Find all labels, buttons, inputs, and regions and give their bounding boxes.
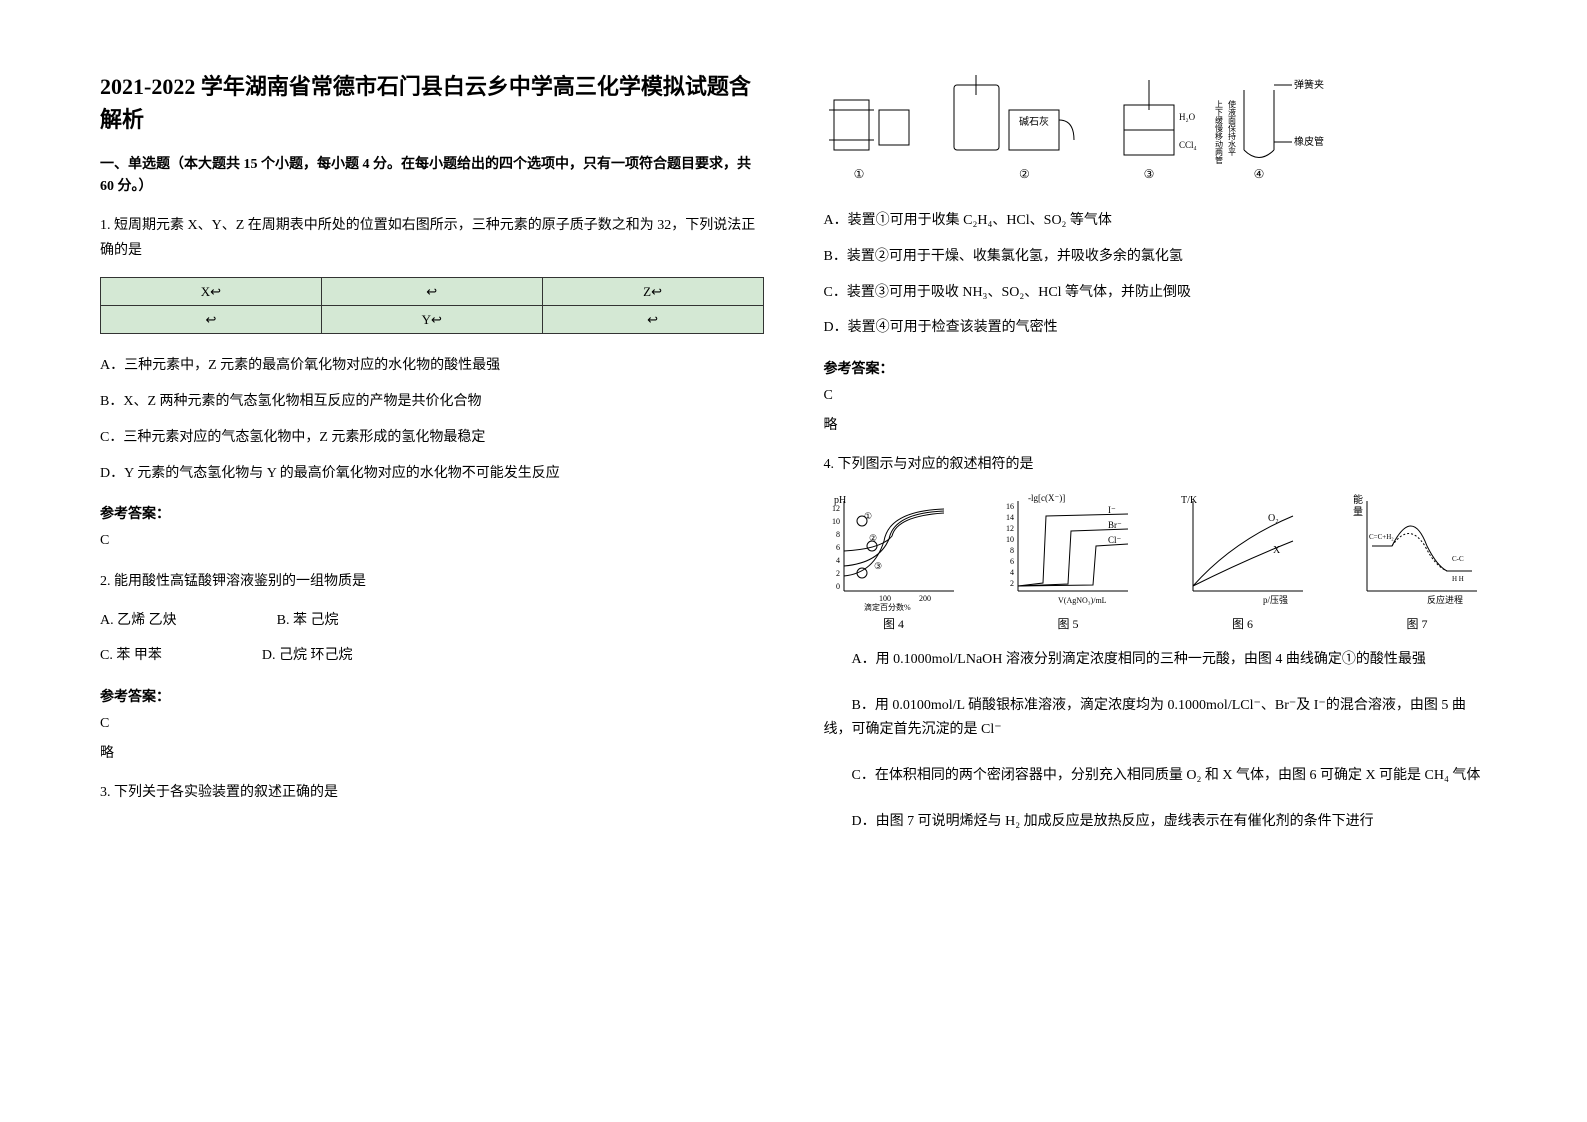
chart-6: T/K O₂ X p/压强 图 6 (1173, 491, 1313, 632)
svg-text:100: 100 (879, 594, 891, 603)
q3-option-a: A．装置①可用于收集 C₂H₄、HCl、SO₂ 等气体 (824, 209, 1488, 233)
svg-text:T/K: T/K (1181, 495, 1198, 506)
chart-7-label: 图 7 (1406, 615, 1427, 632)
table-cell: Y↩ (321, 306, 542, 334)
svg-text:能: 能 (1353, 493, 1363, 506)
svg-text:p/压强: p/压强 (1263, 595, 1288, 605)
svg-text:I⁻: I⁻ (1108, 505, 1116, 515)
chart-6-label: 图 6 (1232, 615, 1253, 632)
q3-apparatus-diagram: ① 碱石灰 ② H₂O CCl₄ ③ (824, 70, 1488, 195)
svg-text:8: 8 (1010, 546, 1014, 555)
svg-text:橡皮管: 橡皮管 (1294, 135, 1324, 148)
svg-text:量: 量 (1353, 506, 1363, 518)
q3-note: 略 (824, 414, 1488, 434)
svg-text:12: 12 (1006, 524, 1014, 533)
svg-text:反应进程: 反应进程 (1427, 594, 1463, 605)
table-cell: ↩ (101, 306, 322, 334)
svg-text:200: 200 (919, 594, 931, 603)
q1-option-a: A．三种元素中，Z 元素的最高价氧化物对应的水化物的酸性最强 (100, 354, 764, 378)
q4-option-b: B．用 0.0100mol/L 硝酸银标准溶液，滴定浓度均为 0.1000mol… (824, 694, 1488, 742)
svg-text:16: 16 (1006, 502, 1014, 511)
svg-text:4: 4 (1010, 568, 1014, 577)
svg-text:滴定百分数%: 滴定百分数% (864, 602, 911, 611)
chart-5-label: 图 5 (1057, 615, 1078, 632)
table-cell: X↩ (101, 278, 322, 306)
q3-option-d: D．装置④可用于检查该装置的气密性 (824, 316, 1488, 340)
q2-stem: 2. 能用酸性高锰酸钾溶液鉴别的一组物质是 (100, 569, 764, 594)
q1-answer-label: 参考答案： (100, 503, 764, 523)
q1-answer: C (100, 533, 764, 549)
q2-answer: C (100, 716, 764, 732)
svg-text:③: ③ (1143, 167, 1154, 181)
chart-4: pH 12 10 8 6 4 2 0 ① ② ③ 100 200 滴定百分数% (824, 491, 964, 632)
q1-option-d: D．Y 元素的气态氢化物与 Y 的最高价氧化物对应的水化物不可能发生反应 (100, 462, 764, 486)
q3-answer: C (824, 388, 1488, 404)
q3-option-c: C．装置③可用于吸收 NH₃、SO₂、HCl 等气体，并防止倒吸 (824, 281, 1488, 305)
svg-text:10: 10 (1006, 535, 1014, 544)
svg-text:C=C+H₂: C=C+H₂ (1369, 533, 1394, 541)
q2-answer-label: 参考答案： (100, 686, 764, 706)
svg-text:14: 14 (1006, 513, 1014, 522)
svg-text:④: ④ (1253, 167, 1264, 181)
svg-text:V(AgNO₃)/mL: V(AgNO₃)/mL (1058, 596, 1107, 605)
q2-option-row-1: A. 乙烯 乙炔 B. 苯 己烷 (100, 609, 764, 633)
q4-option-a: A．用 0.1000mol/LNaOH 溶液分别滴定浓度相同的三种一元酸，由图 … (824, 648, 1488, 672)
q1-option-b: B．X、Z 两种元素的气态氢化物相互反应的产物是共价化合物 (100, 390, 764, 414)
svg-text:O₂: O₂ (1268, 513, 1279, 524)
svg-text:①: ① (864, 511, 872, 521)
svg-text:-lg[c(X⁻)]: -lg[c(X⁻)] (1028, 493, 1065, 503)
svg-text:H H: H H (1452, 575, 1464, 583)
table-cell: Z↩ (542, 278, 763, 306)
svg-text:6: 6 (1010, 557, 1014, 566)
svg-text:X: X (1273, 545, 1281, 556)
left-column: 2021-2022 学年湖南省常德市石门县白云乡中学高三化学模拟试题含解析 一、… (100, 70, 764, 1082)
q2-option-c: C. 苯 甲苯 (100, 644, 162, 668)
svg-text:碱石灰: 碱石灰 (1019, 115, 1049, 128)
q3-answer-label: 参考答案： (824, 358, 1488, 378)
q4-charts: pH 12 10 8 6 4 2 0 ① ② ③ 100 200 滴定百分数% (824, 491, 1488, 632)
q2-option-row-2: C. 苯 甲苯 D. 己烷 环己烷 (100, 644, 764, 668)
svg-text:Cl⁻: Cl⁻ (1108, 535, 1122, 545)
svg-text:弹簧夹: 弹簧夹 (1294, 78, 1324, 91)
q2-option-b: B. 苯 己烷 (277, 609, 339, 633)
document-title: 2021-2022 学年湖南省常德市石门县白云乡中学高三化学模拟试题含解析 (100, 70, 764, 136)
q1-stem: 1. 短周期元素 X、Y、Z 在周期表中所处的位置如右图所示，三种元素的原子质子… (100, 213, 764, 263)
svg-text:2: 2 (1010, 579, 1014, 588)
svg-text:②: ② (1019, 167, 1030, 181)
svg-text:①: ① (853, 167, 864, 181)
q3-option-b: B．装置②可用于干燥、收集氯化氢，并吸收多余的氯化氢 (824, 245, 1488, 269)
table-cell: ↩ (542, 306, 763, 334)
svg-text:CCl₄: CCl₄ (1179, 140, 1197, 150)
q3-stem: 3. 下列关于各实验装置的叙述正确的是 (100, 780, 764, 805)
chart-4-label: 图 4 (883, 615, 904, 632)
q1-option-c: C．三种元素对应的气态氢化物中，Z 元素形成的氢化物最稳定 (100, 426, 764, 450)
svg-text:H₂O: H₂O (1179, 112, 1196, 122)
svg-text:0: 0 (836, 582, 840, 591)
q4-stem: 4. 下列图示与对应的叙述相符的是 (824, 452, 1488, 477)
chart-5: -lg[c(X⁻)] 16 14 12 10 8 6 4 2 I⁻ Br⁻ Cl… (998, 491, 1138, 632)
svg-text:4: 4 (836, 556, 840, 565)
svg-text:2: 2 (836, 569, 840, 578)
q2-option-d: D. 己烷 环己烷 (262, 644, 353, 668)
svg-text:6: 6 (836, 543, 840, 552)
svg-text:12: 12 (832, 504, 840, 513)
svg-text:Br⁻: Br⁻ (1108, 520, 1122, 530)
svg-text:③: ③ (874, 561, 882, 571)
section-header: 一、单选题（本大题共 15 个小题，每小题 4 分。在每小题给出的四个选项中，只… (100, 154, 764, 199)
svg-text:使液面保持水平: 使液面保持水平 (1227, 99, 1236, 157)
svg-text:8: 8 (836, 530, 840, 539)
q4-option-d: D．由图 7 可说明烯烃与 H₂ 加成反应是放热反应，虚线表示在有催化剂的条件下… (824, 810, 1488, 834)
svg-text:10: 10 (832, 517, 840, 526)
q4-option-c: C．在体积相同的两个密闭容器中，分别充入相同质量 O₂ 和 X 气体，由图 6 … (824, 764, 1488, 788)
chart-7: 能 量 C=C+H₂ C-C H H 反应进程 图 7 (1347, 491, 1487, 632)
q1-periodic-table: X↩ ↩ Z↩ ↩ Y↩ ↩ (100, 277, 764, 334)
q2-option-a: A. 乙烯 乙炔 (100, 609, 177, 633)
q2-note: 略 (100, 742, 764, 762)
svg-text:C-C: C-C (1452, 555, 1464, 563)
right-column: ① 碱石灰 ② H₂O CCl₄ ③ (824, 70, 1488, 1082)
table-cell: ↩ (321, 278, 542, 306)
svg-text:上下缓慢移动两管: 上下缓慢移动两管 (1214, 100, 1223, 165)
